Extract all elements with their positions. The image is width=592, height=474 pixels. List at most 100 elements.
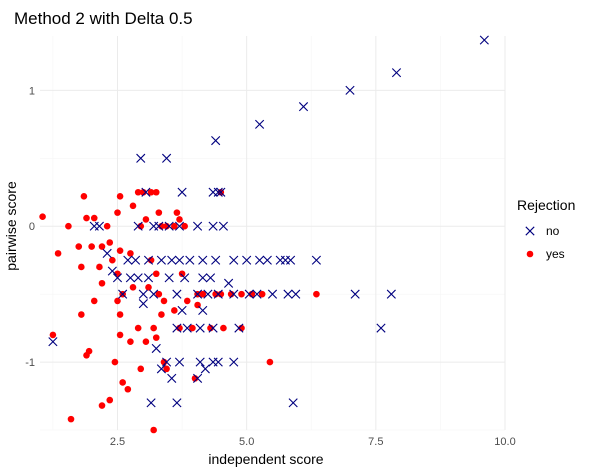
point-yes (54, 250, 62, 257)
point-no (234, 323, 244, 333)
point-yes (150, 426, 157, 434)
legend-key-yes (526, 250, 534, 258)
point-no (172, 289, 182, 299)
point-yes (127, 250, 134, 257)
point-no (242, 255, 252, 265)
point-no (161, 357, 172, 367)
point-no (141, 187, 151, 197)
point-yes (119, 379, 126, 386)
point-no (172, 398, 182, 408)
point-no (213, 289, 223, 299)
point-no (164, 221, 174, 231)
point-yes (313, 290, 320, 298)
point-yes (134, 324, 142, 332)
point-no (143, 255, 154, 265)
point-yes (114, 297, 121, 305)
point-yes (90, 297, 98, 305)
chart-title: Method 2 with Delta 0.5 (14, 9, 193, 28)
point-yes (78, 263, 85, 271)
point-no (177, 305, 187, 316)
point-yes (103, 222, 111, 230)
point-yes (158, 311, 165, 318)
point-no (205, 273, 216, 283)
point-yes (152, 188, 160, 196)
point-no (291, 289, 301, 299)
point-no (479, 35, 489, 45)
point-yes (111, 358, 119, 366)
point-no (174, 357, 185, 367)
point-yes (90, 214, 98, 222)
point-no (154, 221, 164, 231)
point-no (195, 323, 205, 333)
point-no (192, 289, 203, 299)
point-no (164, 273, 174, 283)
point-yes (171, 222, 178, 230)
point-no (156, 255, 167, 265)
point-yes (152, 270, 160, 278)
point-yes (39, 213, 46, 220)
point-yes (83, 214, 90, 222)
point-no (244, 289, 254, 299)
point-no (391, 68, 402, 78)
point-yes (238, 290, 245, 298)
series-no-points (48, 35, 489, 408)
point-no (192, 373, 203, 383)
point-no (130, 255, 141, 265)
point-no (182, 323, 192, 333)
point-no (200, 364, 210, 374)
point-no (288, 398, 298, 408)
point-no (213, 187, 223, 197)
y-axis-title: pairwise score (3, 181, 19, 271)
x-tick-label: 7.5 (368, 436, 383, 448)
point-yes (109, 256, 116, 264)
point-no (172, 323, 182, 333)
point-no (252, 289, 262, 299)
legend-marker-yes (526, 250, 534, 258)
x-tick-label: 2.5 (110, 436, 125, 448)
point-yes (181, 222, 188, 230)
point-no (203, 289, 213, 299)
point-yes (142, 338, 150, 345)
point-no (208, 357, 218, 367)
point-no (180, 273, 190, 283)
point-no (198, 255, 208, 265)
point-yes (116, 247, 124, 254)
point-no (118, 289, 128, 299)
point-yes (163, 365, 170, 373)
point-no (161, 153, 172, 163)
point-yes (171, 307, 178, 314)
point-no (208, 323, 218, 333)
point-no (167, 373, 177, 383)
point-yes (116, 311, 124, 318)
point-no (229, 255, 239, 265)
point-yes (173, 209, 181, 216)
point-yes (137, 365, 145, 373)
point-yes (266, 358, 274, 366)
y-tick-label: 1 (29, 85, 35, 97)
point-yes (189, 324, 196, 332)
point-no (174, 221, 185, 231)
point-no (149, 289, 159, 299)
point-no (151, 343, 161, 354)
point-no (198, 273, 208, 283)
x-axis-title: independent score (208, 451, 323, 467)
point-yes (65, 222, 72, 230)
point-yes (152, 334, 160, 341)
point-yes (106, 396, 114, 404)
point-no (254, 255, 265, 265)
grid (40, 36, 506, 431)
point-yes (96, 263, 103, 271)
point-yes (114, 209, 121, 216)
point-yes (78, 311, 85, 318)
point-no (218, 221, 229, 231)
y-tick-labels: -1 0 1 (25, 85, 35, 369)
point-yes (49, 331, 57, 339)
legend-label-yes: yes (546, 247, 565, 261)
point-no (198, 305, 208, 316)
point-yes (67, 415, 75, 423)
point-yes (80, 193, 88, 200)
point-no (283, 289, 293, 299)
point-yes (83, 351, 90, 359)
x-tick-label: 10.0 (494, 436, 515, 448)
